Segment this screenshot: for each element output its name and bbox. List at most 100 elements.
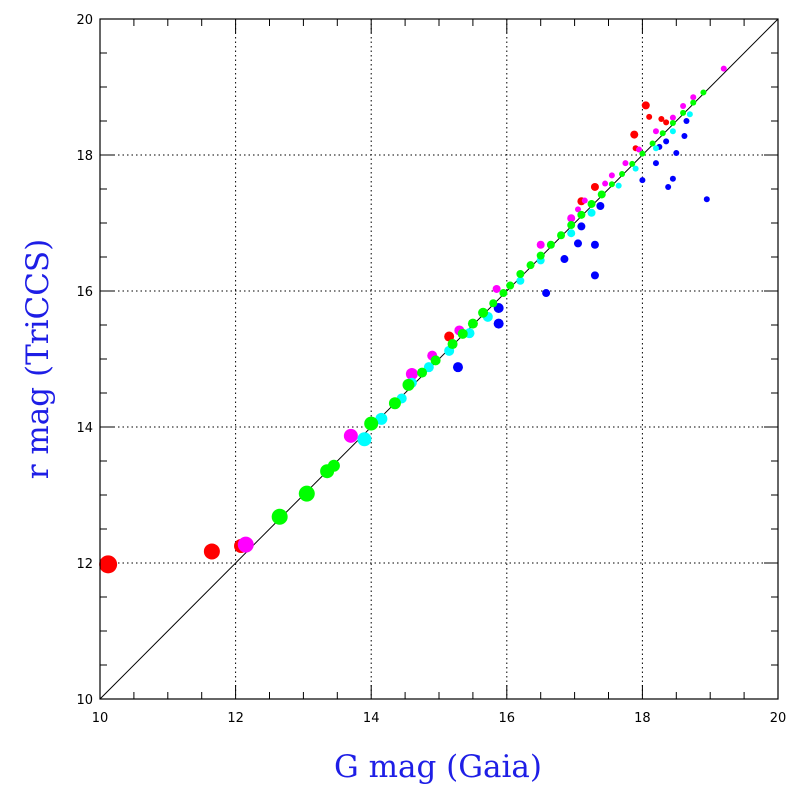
x-tick-label: 14 — [363, 711, 380, 726]
data-point — [641, 101, 650, 110]
data-point — [327, 459, 340, 472]
data-point — [489, 299, 498, 308]
data-point — [669, 128, 676, 135]
data-point — [720, 65, 727, 72]
data-point — [669, 175, 676, 182]
data-point — [542, 289, 551, 298]
data-point — [388, 397, 401, 410]
data-point — [343, 428, 358, 443]
data-point — [478, 307, 489, 318]
data-point — [590, 182, 599, 191]
y-tick-label: 12 — [76, 557, 93, 572]
x-axis-title: G mag (Gaia) — [334, 749, 542, 785]
data-point — [444, 331, 455, 342]
data-point — [703, 196, 710, 203]
data-point — [536, 251, 545, 260]
data-point — [557, 231, 566, 240]
data-point — [581, 197, 588, 204]
data-point — [652, 145, 659, 152]
data-point — [659, 130, 666, 137]
x-tick-label: 16 — [499, 711, 516, 726]
x-tick-label: 18 — [634, 711, 651, 726]
data-point — [669, 120, 676, 127]
data-point — [423, 362, 434, 373]
data-point — [636, 146, 643, 153]
data-point — [567, 229, 576, 238]
data-point — [632, 165, 639, 172]
y-tick-labels: 10 12 14 16 18 20 — [76, 13, 93, 708]
data-point — [590, 240, 599, 249]
y-tick-label: 18 — [76, 149, 93, 164]
data-point — [596, 202, 605, 210]
x-tick-label: 12 — [227, 711, 244, 726]
data-point — [690, 94, 697, 101]
data-point — [577, 210, 586, 219]
data-points — [99, 65, 727, 574]
data-point — [375, 412, 388, 425]
data-point — [665, 183, 672, 190]
data-point — [364, 416, 379, 431]
data-point — [587, 199, 596, 208]
data-point — [615, 182, 622, 189]
data-point — [686, 111, 693, 118]
data-point — [663, 138, 670, 145]
data-point — [237, 536, 254, 553]
data-point — [573, 239, 582, 248]
data-point — [405, 367, 418, 380]
data-point — [536, 240, 545, 249]
data-point — [457, 328, 468, 339]
data-point — [669, 114, 676, 121]
data-point — [673, 149, 680, 156]
data-point — [608, 172, 615, 179]
data-point — [546, 240, 555, 249]
data-point — [649, 140, 656, 147]
data-point — [417, 367, 428, 378]
data-point — [652, 128, 659, 135]
data-point — [506, 281, 515, 290]
data-point — [639, 150, 646, 157]
y-axis-title: r mag (TriCCS) — [20, 239, 56, 480]
data-point — [602, 180, 609, 187]
data-point — [452, 362, 463, 373]
data-point — [99, 555, 118, 574]
data-point — [680, 109, 687, 116]
data-point — [574, 206, 581, 213]
data-point — [271, 508, 288, 525]
data-point — [357, 432, 372, 447]
data-point — [567, 221, 576, 230]
data-point — [430, 355, 441, 366]
data-point — [587, 208, 596, 217]
y-tick-label: 10 — [76, 693, 93, 708]
plot-frame — [99, 18, 779, 700]
data-point — [203, 543, 220, 560]
data-point — [590, 271, 599, 280]
data-point — [681, 132, 688, 139]
data-point — [629, 160, 636, 167]
data-point — [492, 284, 501, 293]
data-point — [493, 318, 504, 329]
data-point — [467, 318, 478, 329]
data-point — [516, 276, 525, 285]
data-point — [622, 160, 629, 167]
grid-lines — [100, 19, 778, 699]
y-tick-label: 16 — [76, 285, 93, 300]
data-point — [663, 119, 670, 126]
data-point — [298, 485, 315, 502]
data-point — [630, 130, 639, 139]
data-point — [690, 99, 697, 106]
data-point — [652, 160, 659, 167]
data-point — [597, 190, 606, 199]
data-point — [567, 214, 576, 223]
data-point — [646, 113, 653, 120]
data-point — [402, 378, 415, 391]
data-point — [447, 339, 458, 350]
data-point — [658, 115, 665, 122]
y-tick-label: 20 — [76, 13, 93, 28]
data-point — [516, 270, 525, 278]
x-tick-label: 10 — [92, 711, 109, 726]
y-tick-label: 14 — [76, 421, 93, 436]
data-point — [526, 261, 535, 270]
data-point — [499, 289, 508, 298]
data-point — [577, 222, 586, 231]
